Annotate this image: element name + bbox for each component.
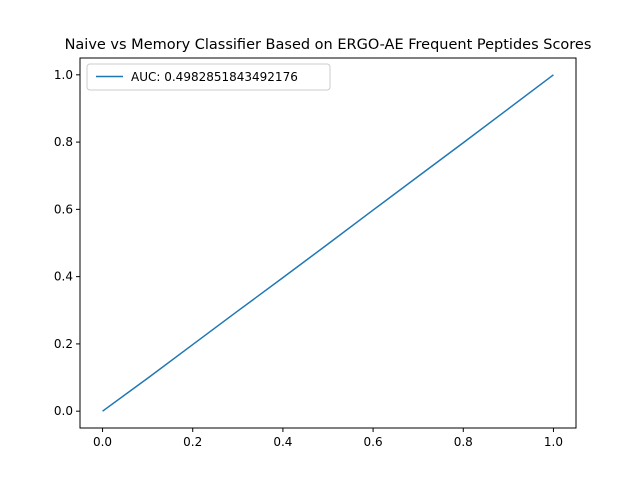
y-tick-label: 0.0 [54,404,73,418]
x-tick-label: 0.6 [364,435,383,449]
legend-box [86,63,331,91]
y-axis: 0.0 0.2 0.4 0.6 0.8 1.0 [54,68,80,418]
chart-title: Naive vs Memory Classifier Based on ERGO… [65,37,592,53]
legend-label: AUC: 0.4982851843492176 [131,70,298,84]
roc-curve-line-0 [102,74,554,412]
x-tick-label: 1.0 [544,435,563,449]
y-tick-label: 0.8 [54,135,73,149]
x-tick-label: 0.2 [183,435,202,449]
plot-frame [79,57,577,429]
y-tick-label: 0.4 [54,270,73,284]
y-tick-label: 0.6 [54,202,73,216]
legend: AUC: 0.4982851843492176 [86,63,331,91]
y-tick-label: 0.2 [54,337,73,351]
x-tick-label: 0.8 [454,435,473,449]
y-tick-label: 1.0 [54,68,73,82]
series-lines [102,74,554,412]
x-tick-label: 0.0 [93,435,112,449]
x-tick-label: 0.4 [273,435,292,449]
x-axis: 0.0 0.2 0.4 0.6 0.8 1.0 [93,428,563,449]
